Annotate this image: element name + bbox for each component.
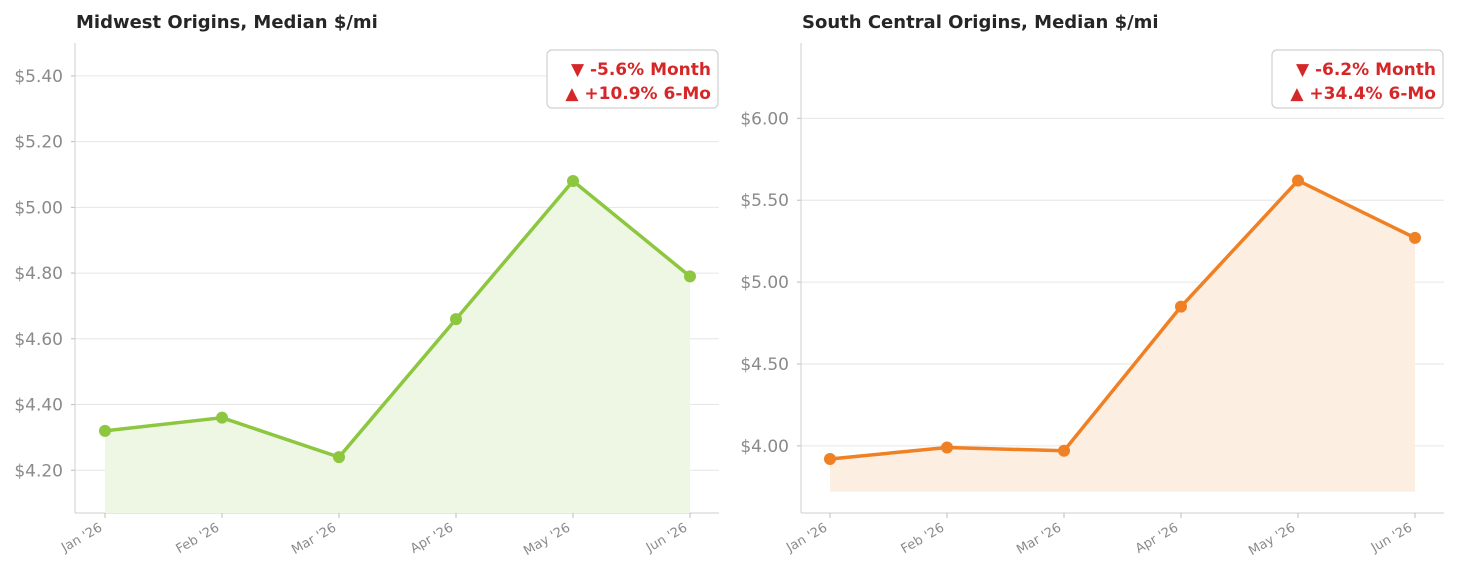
- annotation-line: ▼ -5.6% Month: [571, 60, 711, 80]
- series-fill-area: [830, 180, 1415, 492]
- y-tick-label: $5.20: [14, 133, 63, 153]
- data-point: [99, 424, 111, 437]
- change-annotation: ▼ -5.6% Month ▲ +10.9% 6-Mo: [546, 49, 719, 109]
- x-tick-label: Feb '26: [899, 520, 947, 557]
- series-fill-area: [105, 181, 690, 513]
- y-tick-label: $5.00: [740, 273, 789, 293]
- y-tick-label: $4.50: [740, 355, 789, 375]
- series-line: [103, 179, 692, 459]
- chart-panel-1: Midwest Origins, Median $/mi $4.20 $4.40 $4…: [14, 12, 719, 559]
- x-tick-label: Jun '26: [643, 520, 690, 556]
- x-tick-label: May '26: [521, 520, 573, 559]
- x-tick-label: Apr '26: [1133, 520, 1181, 556]
- y-tick-label: $6.00: [740, 109, 789, 129]
- data-point: [941, 441, 953, 454]
- x-tick-label: Mar '26: [289, 520, 339, 557]
- x-tick-label: Mar '26: [1014, 520, 1064, 557]
- data-point: [824, 452, 836, 465]
- data-point: [1409, 231, 1421, 244]
- x-tick-label: Apr '26: [408, 520, 456, 556]
- y-tick-label: $4.40: [14, 396, 63, 416]
- x-tick-label: Jan '26: [58, 520, 105, 556]
- y-tick-label: $5.40: [14, 67, 63, 87]
- y-tick-label: $5.50: [740, 191, 789, 211]
- data-point: [567, 175, 579, 188]
- x-tick-label: Jun '26: [1368, 520, 1415, 556]
- change-annotation: ▼ -6.2% Month ▲ +34.4% 6-Mo: [1271, 49, 1444, 109]
- y-tick-label: $4.20: [14, 461, 63, 481]
- y-tick-label: $5.00: [14, 198, 63, 218]
- series-line: [828, 178, 1417, 461]
- annotation-box: [1271, 49, 1444, 109]
- x-tick-label: Jan '26: [783, 520, 830, 556]
- x-tick-label: May '26: [1246, 520, 1298, 559]
- chart-title: South Central Origins, Median $/mi: [802, 12, 1159, 33]
- annotation-box: [546, 49, 719, 109]
- data-point: [1175, 300, 1187, 313]
- chart-panel-2: South Central Origins, Median $/mi $4.00 $…: [740, 12, 1444, 559]
- y-tick-label: $4.00: [740, 437, 789, 457]
- x-tick-label: Feb '26: [174, 520, 222, 557]
- annotation-line: ▼ -6.2% Month: [1296, 60, 1436, 80]
- data-point: [216, 411, 228, 424]
- chart-title: Midwest Origins, Median $/mi: [76, 12, 378, 33]
- data-point: [1058, 444, 1070, 457]
- y-tick-label: $4.60: [14, 330, 63, 350]
- y-tick-label: $4.80: [14, 264, 63, 284]
- annotation-line: ▲ +34.4% 6-Mo: [1290, 84, 1436, 104]
- data-point: [333, 451, 345, 464]
- data-point: [684, 270, 696, 283]
- data-point: [450, 313, 462, 326]
- annotation-line: ▲ +10.9% 6-Mo: [565, 84, 711, 104]
- data-point: [1292, 174, 1304, 187]
